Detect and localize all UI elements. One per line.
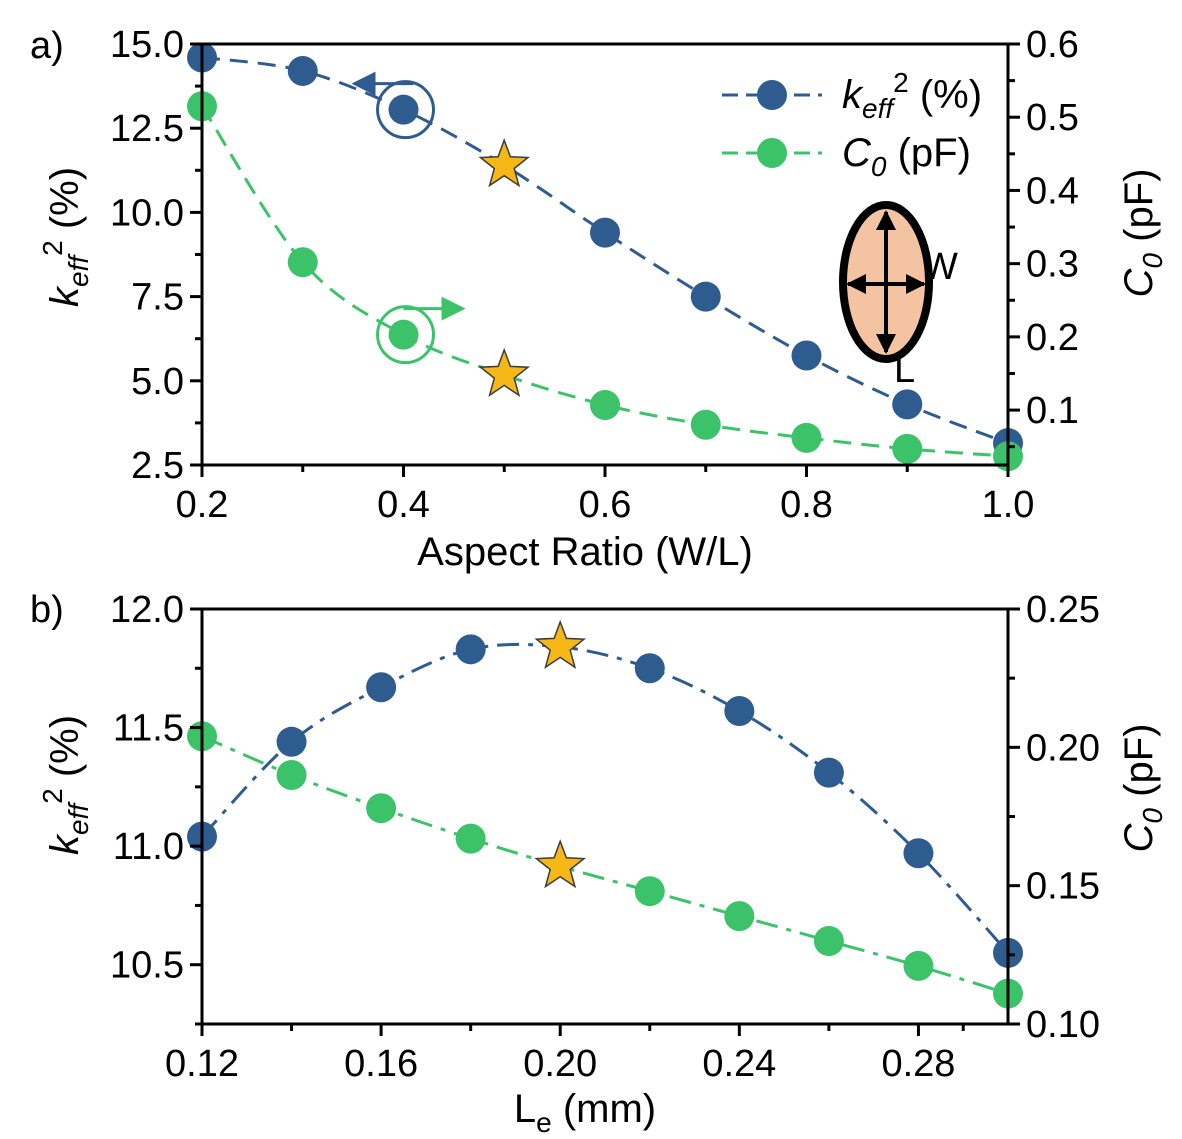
data-point-keff2 — [590, 217, 620, 248]
panel-a-axes: 0.2 0.4 0.6 0.8 1.0 2.5 5.0 7.5 10.0 12.5 15.0 0.1 0… — [110, 24, 1079, 526]
data-point-C0 — [366, 793, 397, 824]
panel-b-axes: 0.12 0.16 0.20 0.24 0.28 10.5 11.0 11.5 12.0 0.10… — [110, 589, 1100, 1085]
y-left-tick-label: 11.5 — [113, 708, 184, 750]
data-point-C0 — [724, 901, 755, 932]
axis-indicator-arrow-C0 — [403, 296, 466, 321]
data-point-keff2 — [455, 634, 486, 665]
panel-label-a: a) — [30, 25, 64, 67]
y-right-tick-label: 0.25 — [1026, 589, 1100, 631]
data-point-C0 — [813, 926, 844, 956]
y-right-tick-label: 0.4 — [1026, 170, 1079, 212]
x-tick-label: 0.12 — [165, 1043, 239, 1085]
x-tick-label: 0.8 — [780, 484, 833, 526]
panel-a-ylabel-left: keff2 (%) — [37, 167, 94, 307]
data-point-keff2 — [724, 695, 755, 726]
y-left-tick-label: 12.0 — [110, 589, 184, 631]
data-point-keff2 — [813, 757, 844, 788]
x-tick-label: 0.6 — [579, 484, 632, 526]
data-point-keff2 — [690, 281, 721, 312]
panel-b-ylabel-right: C0 (pF) — [1117, 724, 1168, 853]
x-tick-label: 0.28 — [881, 1043, 955, 1085]
y-left-tick-label: 5.0 — [131, 361, 184, 403]
panel-a-ylabel-right: C0 (pF) — [1117, 169, 1168, 298]
data-point-keff2 — [366, 672, 397, 703]
x-tick-label: 1.0 — [982, 484, 1035, 526]
panel-b-plot-area — [187, 619, 1023, 1009]
panel-b-xlabel: Le (mm) — [514, 1087, 656, 1138]
axis-indicator-arrow-keff2 — [351, 71, 414, 96]
x-tick-label: 0.2 — [176, 484, 229, 526]
series-line-keff2 — [200, 642, 1010, 954]
y-right-tick-label: 0.2 — [1026, 317, 1079, 359]
svg-text:keff2 (%): keff2 (%) — [37, 167, 94, 307]
axis-indicator-ring-C0 — [376, 305, 435, 365]
legend-keff-label: keff2 (%) — [842, 67, 982, 124]
y-right-tick-label: 0.5 — [1026, 97, 1079, 139]
series-line-C0 — [201, 734, 1009, 996]
x-tick-label: 0.4 — [377, 484, 430, 526]
data-point-C0 — [455, 823, 486, 854]
panel-a: a) 0.2 0.4 0.6 0.8 1.02.55.07.510.012.515.00… — [30, 24, 1168, 574]
data-point-C0 — [690, 409, 721, 440]
data-point-keff2 — [892, 389, 923, 420]
data-point-C0 — [634, 876, 665, 907]
highlight-star-keff2 — [478, 138, 531, 188]
panel-b: b) 0.12 0.16 0.20 0.24 0.2810.511.011.512.00… — [30, 589, 1168, 1138]
y-left-tick-label: 15.0 — [110, 24, 184, 66]
y-left-tick-label: 11.0 — [113, 826, 184, 868]
x-tick-label: 0.20 — [523, 1043, 597, 1085]
legend: keff2 (%) C0 (pF) — [722, 67, 982, 182]
data-point-keff2 — [634, 653, 665, 684]
x-tick-label: 0.16 — [344, 1043, 418, 1085]
highlight-star-C0 — [534, 839, 587, 889]
data-point-C0 — [287, 247, 318, 278]
data-point-keff2 — [388, 94, 419, 125]
y-right-tick-label: 0.1 — [1026, 390, 1079, 432]
x-tick-label: 0.24 — [702, 1043, 776, 1085]
data-point-keff2 — [791, 340, 822, 371]
legend-c0-label: C0 (pF) — [842, 131, 971, 182]
data-point-C0 — [388, 319, 419, 350]
inset-ellipse-diagram: W L — [839, 201, 958, 391]
series-line-keff2 — [201, 56, 1009, 445]
highlight-star-keff2 — [534, 619, 587, 669]
svg-text:C0 (pF): C0 (pF) — [1117, 724, 1168, 853]
plot-frame — [200, 607, 1010, 1026]
panel-b-ylabel-left: keff2 (%) — [37, 715, 94, 855]
data-point-keff2 — [287, 55, 318, 86]
y-left-tick-label: 12.5 — [110, 108, 184, 150]
y-right-tick-label: 0.3 — [1026, 244, 1079, 286]
legend-c0-marker — [757, 138, 787, 168]
panel-label-b: b) — [30, 589, 64, 631]
y-right-tick-label: 0.15 — [1026, 866, 1100, 908]
svg-text:C0 (pF): C0 (pF) — [1117, 169, 1168, 298]
y-right-tick-label: 0.20 — [1026, 727, 1100, 769]
data-point-C0 — [590, 389, 620, 420]
y-left-tick-label: 10.0 — [110, 192, 184, 234]
data-point-C0 — [276, 760, 307, 790]
y-right-tick-label: 0.6 — [1026, 24, 1079, 66]
data-point-keff2 — [276, 726, 307, 757]
legend-keff-marker — [757, 80, 787, 110]
highlight-star-C0 — [478, 347, 531, 397]
data-point-C0 — [892, 433, 923, 464]
svg-text:keff2 (%): keff2 (%) — [37, 715, 94, 855]
panel-a-plot-area — [187, 42, 1023, 472]
inset-label-w: W — [922, 246, 958, 288]
axis-indicator-ring-keff2 — [376, 80, 435, 140]
data-point-C0 — [903, 950, 934, 981]
panel-a-xlabel: Aspect Ratio (W/L) — [417, 530, 753, 574]
inset-label-l: L — [894, 349, 915, 391]
data-point-C0 — [791, 422, 822, 453]
y-left-tick-label: 2.5 — [131, 445, 184, 487]
y-left-tick-label: 7.5 — [131, 277, 184, 319]
y-right-tick-label: 0.10 — [1026, 1004, 1100, 1046]
data-point-keff2 — [903, 838, 934, 869]
y-left-tick-label: 10.5 — [110, 945, 184, 987]
